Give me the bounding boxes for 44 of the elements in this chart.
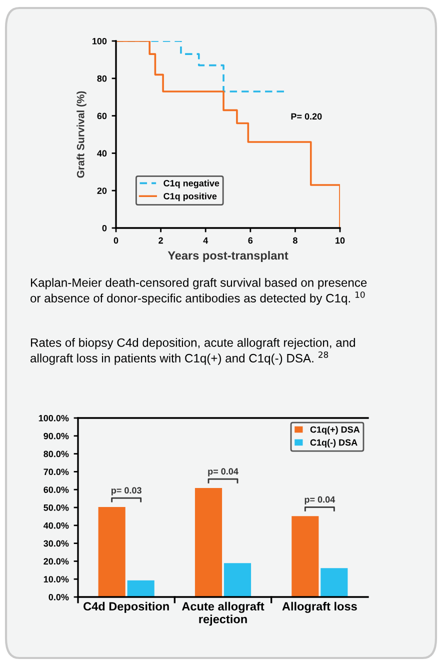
- y-tick-label: 80: [97, 75, 107, 82]
- legend-label: C1q(+) DSA: [310, 426, 360, 435]
- x-tick-label: 8: [292, 237, 298, 244]
- bar: [292, 516, 319, 597]
- x-tick-label: 10: [336, 237, 345, 244]
- legend-label: C1q(-) DSA: [310, 439, 358, 448]
- y-tick-label: 0: [102, 224, 107, 232]
- y-tick-label: 70.0%: [44, 468, 69, 476]
- y-axis-title: Graft Survival (%): [76, 91, 86, 178]
- annotation: p= 0.04: [304, 496, 336, 504]
- y-tick-label: 10.0%: [44, 576, 69, 582]
- text: Kaplan-Meier death-censored graft survival based on presence or absence of donor-specific antibodies as detected by C1q. $^{10}$: [30, 278, 367, 305]
- y-tick-label: 60: [97, 112, 107, 120]
- x-tick-label: Allograft loss: [282, 602, 357, 613]
- legend-label: C1q negative: [164, 180, 220, 188]
- y-tick-label: 90.0%: [44, 432, 69, 440]
- bar: [127, 580, 154, 597]
- bar: [98, 506, 126, 597]
- y-tick-label: 80.0%: [44, 450, 69, 458]
- x-tick-label: Acute allograft rejection: [182, 602, 264, 626]
- annotation: p= 0.03: [111, 487, 142, 496]
- y-tick-label: 100: [92, 38, 107, 44]
- x-tick-label: C4d Deposition: [84, 602, 169, 613]
- x-tick-label: 0: [114, 237, 118, 244]
- bar: [194, 488, 222, 597]
- y-tick-label: 0.0%: [48, 594, 69, 600]
- x-tick-label: 6: [248, 237, 253, 244]
- y-tick-label: 60.0%: [44, 486, 69, 493]
- x-tick-label: 4: [203, 237, 208, 244]
- x-axis-title: Years post-transplant: [168, 251, 288, 262]
- x-tick-label: 2: [158, 237, 163, 244]
- text: Rates of biopsy C4d deposition, acute allograft rejection, and allograft loss in patients with C1q(+) and C1q(-) DSA. $^{28}$: [30, 338, 355, 365]
- bar: [224, 563, 252, 597]
- y-tick-label: 20.0%: [44, 558, 69, 565]
- y-tick-label: 20: [97, 188, 107, 194]
- y-tick-label: 40.0%: [44, 522, 69, 529]
- y-tick-label: 40: [97, 150, 107, 157]
- annotation: p= 0.04: [208, 468, 238, 476]
- y-tick-label: 30.0%: [44, 540, 69, 547]
- bar: [320, 568, 348, 597]
- legend-label: C1q positive: [164, 192, 217, 202]
- y-tick-label: 100.0%: [38, 414, 69, 422]
- annotation: P= 0.20: [291, 113, 322, 120]
- y-tick-label: 50.0%: [44, 504, 69, 511]
